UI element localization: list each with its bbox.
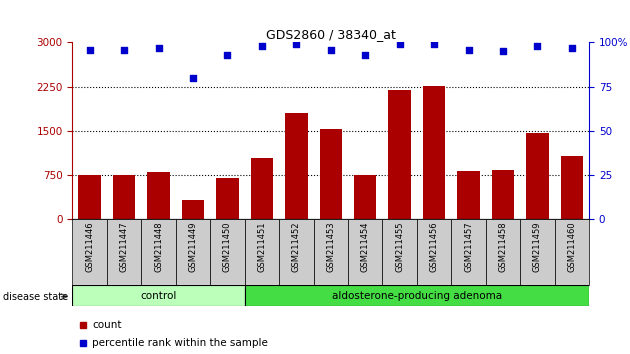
Bar bbox=[285, 113, 307, 219]
Point bbox=[394, 41, 404, 47]
Text: GSM211460: GSM211460 bbox=[568, 222, 576, 272]
Bar bbox=[561, 156, 583, 219]
Bar bbox=[520, 219, 554, 285]
Bar bbox=[417, 219, 451, 285]
Bar bbox=[348, 219, 382, 285]
Bar bbox=[182, 200, 204, 219]
Bar bbox=[216, 178, 239, 219]
Point bbox=[291, 41, 301, 47]
Text: GSM211447: GSM211447 bbox=[120, 222, 129, 272]
Bar bbox=[486, 219, 520, 285]
Text: GSM211454: GSM211454 bbox=[361, 222, 370, 272]
Text: GSM211452: GSM211452 bbox=[292, 222, 301, 272]
Text: GSM211458: GSM211458 bbox=[498, 222, 507, 272]
Bar bbox=[492, 170, 514, 219]
Text: GSM211448: GSM211448 bbox=[154, 222, 163, 272]
Bar bbox=[423, 86, 445, 219]
Text: disease state: disease state bbox=[3, 292, 68, 302]
Point bbox=[222, 52, 232, 58]
Bar bbox=[554, 219, 589, 285]
Point bbox=[154, 45, 164, 51]
Text: GSM211446: GSM211446 bbox=[85, 222, 94, 272]
Text: GSM211449: GSM211449 bbox=[188, 222, 197, 272]
Point bbox=[498, 48, 508, 54]
Title: GDS2860 / 38340_at: GDS2860 / 38340_at bbox=[266, 28, 396, 41]
Bar bbox=[244, 285, 589, 306]
Text: GSM211453: GSM211453 bbox=[326, 222, 335, 272]
Point bbox=[188, 75, 198, 81]
Text: control: control bbox=[140, 291, 177, 301]
Point bbox=[119, 47, 129, 52]
Point bbox=[567, 45, 577, 51]
Bar bbox=[526, 133, 549, 219]
Point bbox=[360, 52, 370, 58]
Bar bbox=[389, 90, 411, 219]
Point bbox=[326, 47, 336, 52]
Text: percentile rank within the sample: percentile rank within the sample bbox=[92, 338, 268, 348]
Text: GSM211455: GSM211455 bbox=[395, 222, 404, 272]
Bar bbox=[382, 219, 417, 285]
Bar bbox=[147, 172, 169, 219]
Bar bbox=[457, 171, 479, 219]
Point bbox=[532, 43, 542, 49]
Text: GSM211451: GSM211451 bbox=[258, 222, 266, 272]
Text: aldosterone-producing adenoma: aldosterone-producing adenoma bbox=[332, 291, 502, 301]
Point bbox=[84, 47, 94, 52]
Bar bbox=[72, 285, 244, 306]
Bar bbox=[141, 219, 176, 285]
Text: GSM211457: GSM211457 bbox=[464, 222, 473, 272]
Bar bbox=[79, 175, 101, 219]
Bar bbox=[72, 219, 107, 285]
Bar bbox=[319, 129, 342, 219]
Bar bbox=[451, 219, 486, 285]
Bar bbox=[314, 219, 348, 285]
Bar bbox=[279, 219, 314, 285]
Bar bbox=[176, 219, 210, 285]
Text: GSM211459: GSM211459 bbox=[533, 222, 542, 272]
Point bbox=[429, 41, 439, 47]
Bar bbox=[354, 175, 376, 219]
Bar bbox=[244, 219, 279, 285]
Text: count: count bbox=[92, 320, 122, 330]
Bar bbox=[107, 219, 141, 285]
Point bbox=[464, 47, 474, 52]
Bar bbox=[113, 175, 135, 219]
Bar bbox=[251, 158, 273, 219]
Point bbox=[257, 43, 267, 49]
Text: GSM211456: GSM211456 bbox=[430, 222, 438, 272]
Text: GSM211450: GSM211450 bbox=[223, 222, 232, 272]
Bar bbox=[210, 219, 244, 285]
